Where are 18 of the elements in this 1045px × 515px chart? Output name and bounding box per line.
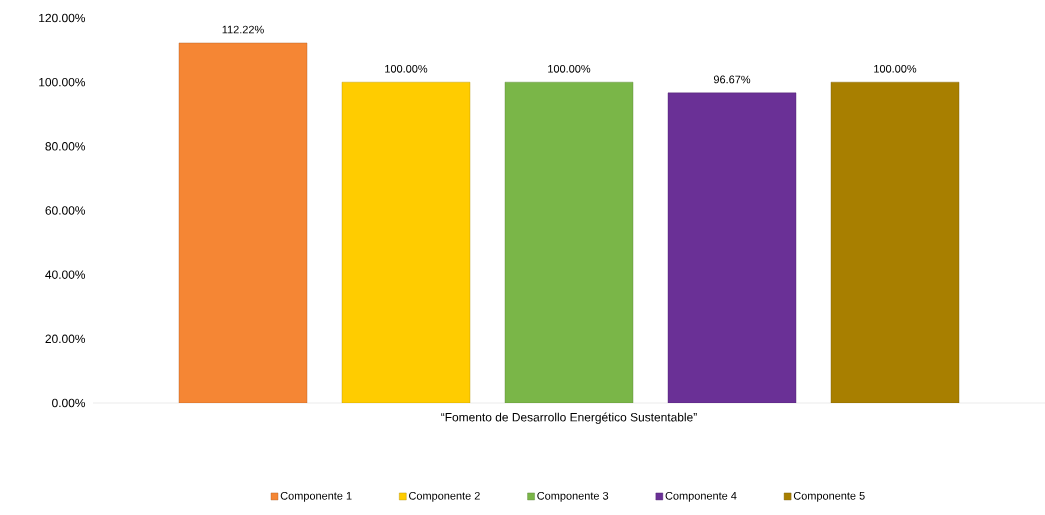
- legend-label: Componente 4: [665, 491, 737, 502]
- y-tick-label: 0.00%: [52, 398, 86, 408]
- data-label: 100.00%: [385, 64, 428, 73]
- data-label: 100.00%: [874, 64, 917, 73]
- data-label: 100.00%: [548, 64, 591, 73]
- y-tick-label: 20.00%: [45, 334, 86, 344]
- y-tick-label: 60.00%: [45, 206, 86, 215]
- y-tick-label: 40.00%: [45, 270, 86, 279]
- y-tick-label: 80.00%: [45, 142, 86, 151]
- data-label: 96.67%: [713, 75, 751, 84]
- legend-label: Componente 5: [793, 491, 865, 502]
- x-tick-label: “Fomento de Desarrollo Energético Sustentable”: [441, 412, 697, 424]
- data-label: 112.22%: [222, 25, 264, 34]
- y-tick-label: 120.00%: [39, 13, 86, 23]
- y-tick-label: 100.00%: [39, 77, 86, 87]
- legend-label: Componente 1: [280, 491, 352, 502]
- legend-label: Componente 3: [537, 491, 609, 502]
- legend-label: Componente 2: [409, 491, 480, 502]
